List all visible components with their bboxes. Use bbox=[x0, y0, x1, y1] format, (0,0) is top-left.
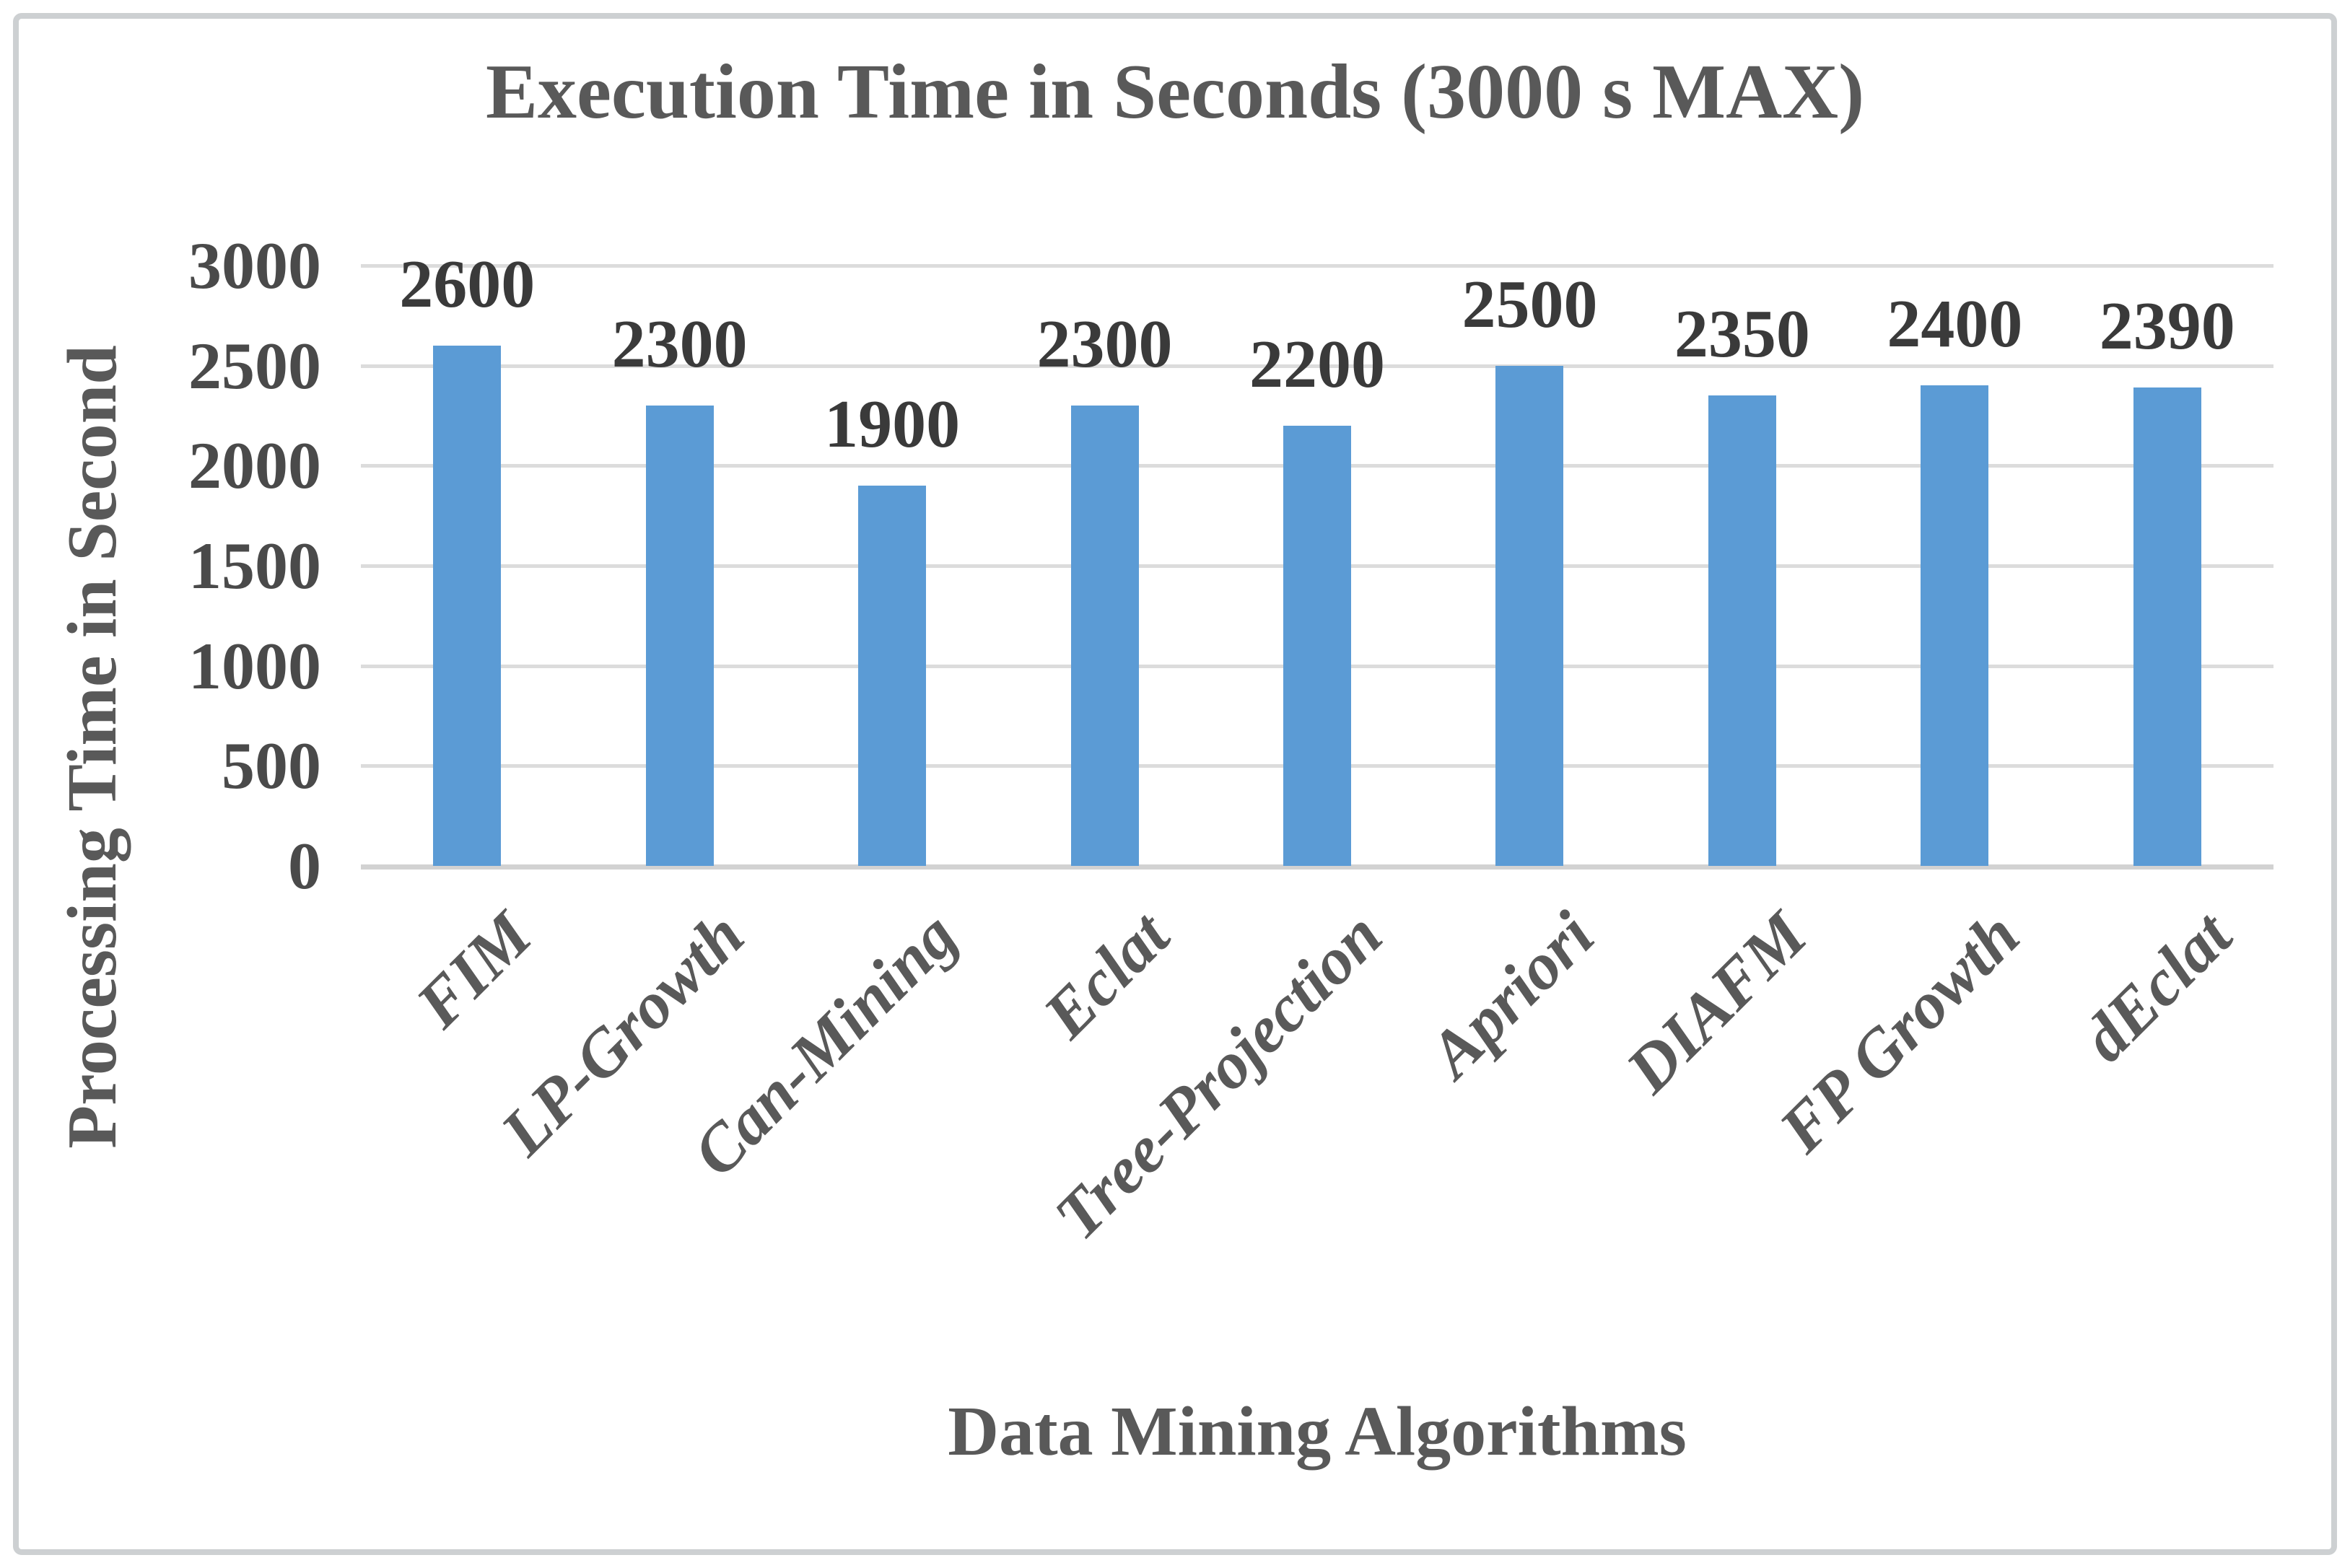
bar-Apriori bbox=[1495, 365, 1564, 866]
x-category-label-Apriori: Apriori bbox=[1415, 898, 1609, 1091]
y-tick-label-2000: 2000 bbox=[188, 429, 321, 503]
x-category-label-Eclat: Eclat bbox=[1029, 898, 1184, 1052]
y-tick-label-0: 0 bbox=[288, 829, 321, 903]
y-tick-label-2500: 2500 bbox=[188, 328, 321, 403]
x-category-label-dEclat: dEclat bbox=[2068, 898, 2246, 1076]
bar-DIAFM bbox=[1708, 395, 1776, 866]
bar-value-label-Can-Mining: 1900 bbox=[824, 387, 961, 463]
bar-value-label-LP-Growth: 2300 bbox=[611, 307, 748, 382]
x-category-label-DIAFM: DIAFM bbox=[1612, 898, 1821, 1107]
bar-FIM bbox=[433, 345, 502, 866]
bar-value-label-FIM: 2600 bbox=[399, 246, 536, 322]
gridline-3000 bbox=[361, 264, 2273, 268]
bar-LP-Growth bbox=[645, 406, 714, 866]
x-category-label-FIM: FIM bbox=[402, 898, 546, 1042]
bar-value-label-Tree-Projection: 2200 bbox=[1249, 326, 1385, 402]
bar-FP Growth bbox=[1921, 385, 1989, 866]
bar-dEclat bbox=[2133, 387, 2201, 866]
y-tick-label-3000: 3000 bbox=[188, 229, 321, 302]
bar-value-label-dEclat: 2390 bbox=[2099, 289, 2235, 364]
bar-value-label-Eclat: 2300 bbox=[1036, 307, 1173, 382]
bar-value-label-FP Growth: 2400 bbox=[1887, 286, 2023, 362]
y-tick-label-1000: 1000 bbox=[188, 628, 321, 703]
gridline-2500 bbox=[361, 364, 2273, 368]
x-axis-title: Data Mining Algorithms bbox=[948, 1393, 1687, 1471]
bar-value-label-Apriori: 2500 bbox=[1462, 266, 1598, 342]
chart-title: Execution Time in Seconds (3000 s MAX) bbox=[485, 49, 1865, 135]
y-tick-label-500: 500 bbox=[222, 729, 321, 803]
bar-Can-Mining bbox=[858, 486, 927, 866]
bar-Tree-Projection bbox=[1283, 425, 1351, 866]
y-tick-label-1500: 1500 bbox=[188, 529, 321, 603]
gridline-0 bbox=[361, 864, 2273, 870]
bar-Eclat bbox=[1070, 406, 1139, 866]
bar-value-label-DIAFM: 2350 bbox=[1674, 297, 1810, 372]
